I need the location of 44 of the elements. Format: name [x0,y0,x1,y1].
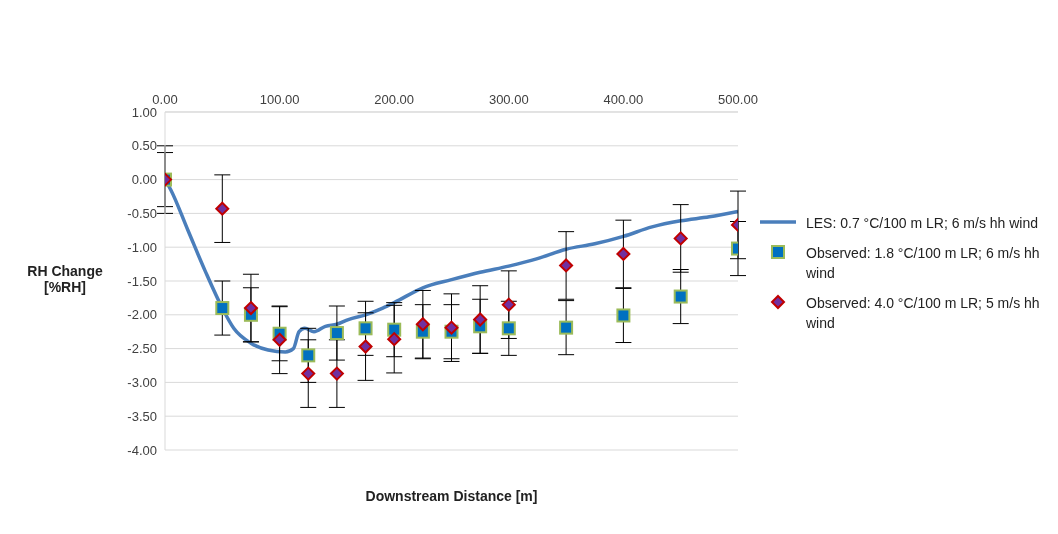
y-tick-label: -1.00 [127,239,157,255]
x-tick-label: 400.00 [603,92,644,107]
point [473,312,488,327]
point [616,246,631,261]
legend-label: Observed: 1.8 °C/100 m LR; 6 m/s hh wind [806,244,1041,283]
point [215,301,230,316]
x-tick-label: 100.00 [259,92,300,107]
legend-label: LES: 0.7 °C/100 m LR; 6 m/s hh wind [806,214,1039,233]
point [559,320,574,335]
y-tick-label: -2.00 [127,307,157,323]
y-tick-label: 0.00 [131,172,157,188]
point [329,366,344,381]
point [673,289,688,304]
y-tick-label: -3.50 [127,408,157,424]
point [358,321,373,336]
point [272,332,287,347]
y-tick-label: -3.00 [127,375,157,391]
point [215,201,230,216]
point [415,317,430,332]
point [559,258,574,273]
point [501,321,516,336]
y-tick-label: -2.50 [127,341,157,357]
point [673,231,688,246]
point [301,348,316,363]
legend-label: Observed: 4.0 °C/100 m LR; 5 m/s hh wind [806,294,1041,333]
point [301,366,316,381]
y-tick-label: -1.50 [127,273,157,289]
point [329,326,344,341]
x-tick-label: 300.00 [488,92,529,107]
point [616,308,631,323]
y-tick-label: -0.50 [127,206,157,222]
point [444,320,459,335]
x-axis-title: Downstream Distance [m] [364,488,539,504]
point [387,332,402,347]
y-axis-title: RH Change [%RH] [26,263,104,295]
x-tick-label: 200.00 [374,92,415,107]
x-tick-label: 500.00 [718,92,758,107]
y-tick-label: -4.00 [127,442,157,458]
point [358,339,373,354]
x-tick-label: 0.00 [152,92,178,107]
point [501,297,516,312]
y-tick-label: 1.00 [131,104,157,120]
point [243,301,258,316]
y-tick-label: 0.50 [131,138,157,154]
